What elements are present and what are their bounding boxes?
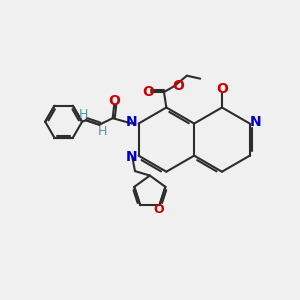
Text: O: O [154, 203, 164, 216]
Text: H: H [78, 108, 88, 121]
Text: O: O [108, 94, 120, 108]
Text: O: O [216, 82, 228, 96]
Text: H: H [98, 125, 107, 138]
Text: O: O [172, 79, 184, 92]
Text: N: N [126, 115, 138, 129]
Text: N: N [249, 115, 261, 129]
Text: O: O [142, 85, 154, 99]
Text: N: N [126, 150, 138, 164]
